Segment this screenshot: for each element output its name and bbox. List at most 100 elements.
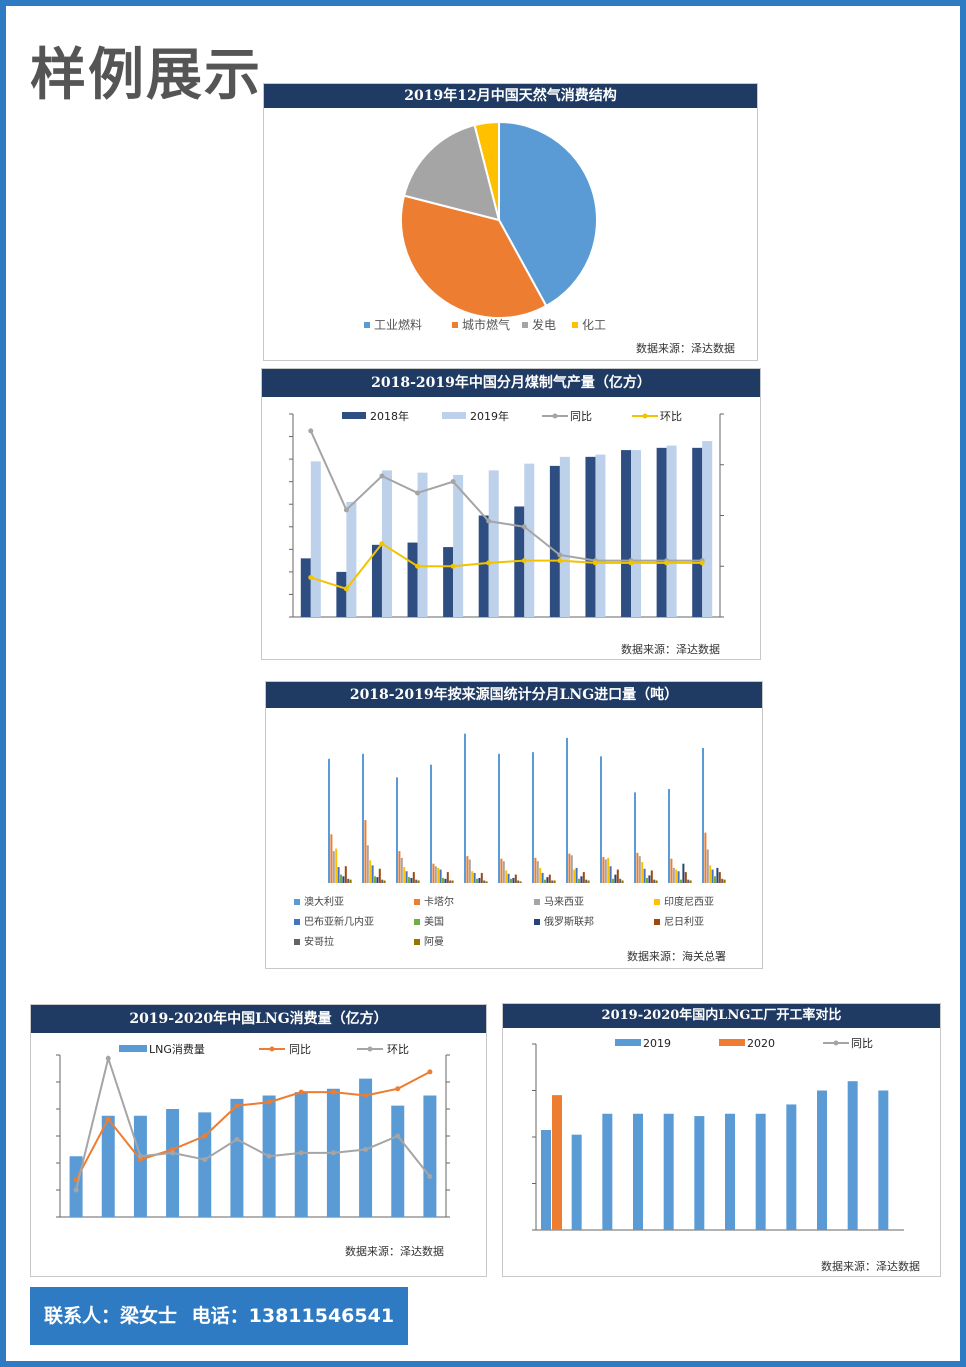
chart-title: 2018-2019年按来源国统计分月LNG进口量（吨） — [266, 682, 762, 708]
legend-swatch — [119, 1045, 147, 1052]
bar — [643, 868, 646, 883]
bar — [702, 747, 704, 883]
legend-swatch — [414, 939, 420, 945]
bar — [609, 866, 612, 883]
bar — [723, 879, 726, 883]
bar — [366, 845, 369, 883]
bar — [337, 867, 340, 883]
line-point — [234, 1136, 240, 1142]
bar — [552, 1095, 562, 1230]
line-point — [395, 1086, 401, 1092]
line-point — [427, 1069, 433, 1075]
bar — [680, 879, 682, 883]
bar — [721, 878, 724, 883]
line-point — [202, 1157, 208, 1163]
bar — [432, 863, 435, 883]
bar — [544, 879, 546, 883]
bar — [670, 858, 673, 883]
legend-label: 环比 — [660, 410, 682, 423]
pie-chart-panel: 2019年12月中国天然气消费结构 工业燃料 城市燃气 发电 化工 数据来源：泽达数据 — [263, 83, 758, 361]
line-point — [379, 541, 385, 547]
bar — [604, 859, 607, 883]
bar — [687, 879, 690, 883]
bar — [709, 865, 712, 883]
contact-name: 联系人：梁女士 — [44, 1305, 178, 1327]
bar — [376, 877, 379, 883]
bar — [498, 753, 500, 883]
bar — [230, 1098, 244, 1217]
bar — [702, 441, 713, 617]
bar — [631, 450, 642, 617]
bar — [666, 445, 677, 617]
bar — [847, 1081, 858, 1230]
bar — [500, 858, 503, 883]
bar — [634, 792, 636, 883]
bar — [442, 877, 444, 883]
bar — [714, 876, 716, 883]
bar — [336, 571, 347, 617]
bar — [446, 872, 449, 883]
bar — [650, 870, 653, 883]
line-point — [343, 507, 349, 513]
series-line — [309, 430, 703, 562]
bar — [692, 447, 703, 617]
bar — [340, 874, 342, 883]
contact-phone: 电话：13811546541 — [191, 1305, 395, 1327]
bar — [675, 869, 678, 883]
line-point — [486, 560, 492, 566]
bar — [672, 867, 675, 883]
bar — [133, 1115, 147, 1217]
bar — [619, 878, 622, 883]
legend-label: LNG消费量 — [149, 1042, 205, 1056]
bar — [101, 1115, 115, 1217]
bar — [400, 857, 403, 883]
bar — [519, 881, 522, 883]
bar — [668, 789, 670, 883]
bar — [468, 859, 471, 883]
legend-label: 美国 — [424, 915, 444, 928]
bar — [551, 880, 554, 883]
bar — [480, 872, 483, 883]
bar — [444, 878, 447, 883]
bar — [534, 857, 537, 883]
bar — [505, 870, 508, 883]
bar — [346, 501, 357, 617]
bar — [451, 880, 454, 883]
bar — [417, 472, 428, 617]
bar — [466, 856, 469, 883]
bar — [677, 871, 680, 883]
line-point — [592, 560, 598, 566]
bar — [546, 877, 549, 883]
bar — [514, 874, 517, 883]
bar — [655, 880, 658, 883]
chart-title: 2019-2020年国内LNG工厂开工率对比 — [503, 1004, 940, 1028]
bar — [541, 1130, 551, 1230]
legend-label: 工业燃料 — [374, 317, 422, 332]
legend-swatch — [642, 413, 648, 419]
legend-label: 澳大利亚 — [304, 895, 344, 908]
lng-import-chart-panel: 2018-2019年按来源国统计分月LNG进口量（吨） 澳大利亚 卡塔尔 马来西亚 印… — [265, 681, 763, 969]
line-point — [427, 1174, 433, 1179]
legend-swatch — [294, 939, 300, 945]
legend-swatch — [719, 1039, 745, 1046]
bar — [614, 874, 617, 883]
bar — [396, 777, 398, 883]
bar — [656, 447, 667, 617]
line-point — [234, 1103, 240, 1109]
legend-swatch — [294, 899, 300, 905]
bar — [391, 1105, 405, 1217]
bar — [483, 880, 486, 883]
legend-label: 尼日利亚 — [664, 916, 704, 928]
bar — [711, 869, 714, 883]
line-point — [73, 1187, 79, 1193]
bar — [478, 877, 481, 883]
bar — [580, 876, 583, 883]
legend-label: 环比 — [387, 1043, 409, 1056]
bar — [684, 872, 687, 883]
bar — [725, 1113, 735, 1230]
bar — [464, 733, 466, 883]
bar — [417, 880, 420, 883]
line-point — [330, 1150, 336, 1156]
legend-label: 2019年 — [470, 409, 509, 423]
